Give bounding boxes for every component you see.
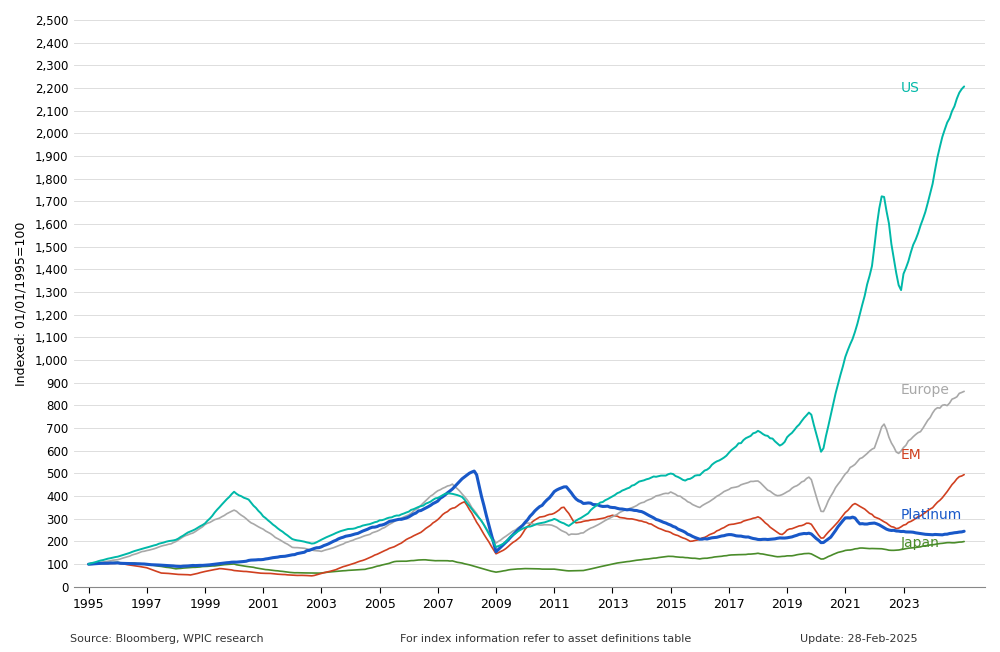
Text: Japan: Japan (901, 535, 939, 550)
Text: EM: EM (901, 449, 921, 462)
Text: For index information refer to asset definitions table: For index information refer to asset def… (400, 634, 691, 644)
Text: Europe: Europe (901, 383, 949, 396)
Text: Source: Bloomberg, WPIC research: Source: Bloomberg, WPIC research (70, 634, 264, 644)
Text: Update: 28-Feb-2025: Update: 28-Feb-2025 (800, 634, 918, 644)
Text: Platinum: Platinum (901, 509, 962, 522)
Y-axis label: Indexed: 01/01/1995=100: Indexed: 01/01/1995=100 (15, 221, 28, 385)
Text: US: US (901, 81, 919, 95)
